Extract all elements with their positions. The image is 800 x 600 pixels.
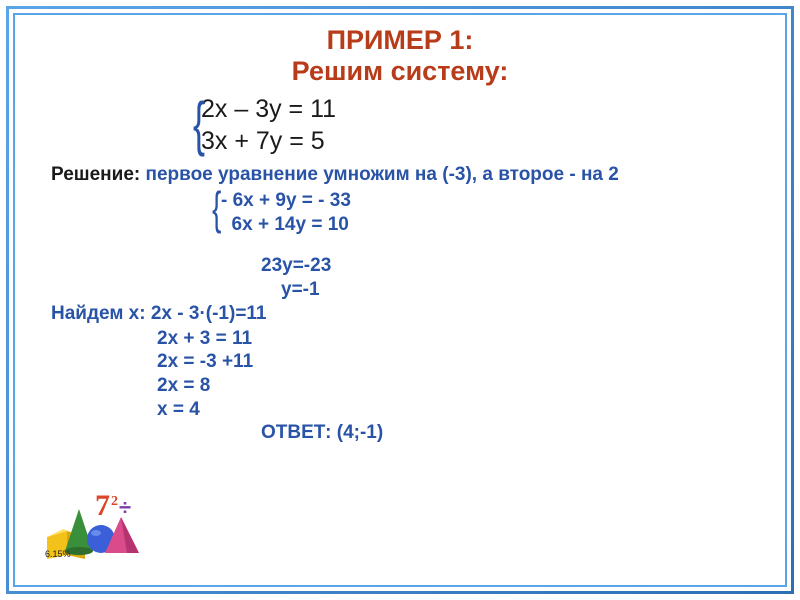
slide-inner-frame: ПРИМЕР 1: Решим систему: { 2х – 3у = 11 … bbox=[13, 13, 787, 587]
title-line-1: ПРИМЕР 1: bbox=[51, 25, 749, 56]
find-x-label: Найдем х: bbox=[51, 303, 151, 324]
answer-label: ОТВЕТ: bbox=[261, 422, 337, 443]
slide-content: ПРИМЕР 1: Решим систему: { 2х – 3у = 11 … bbox=[17, 17, 783, 583]
solution-label: Решение: bbox=[51, 164, 146, 185]
derived-eq-1: - 6х + 9у = - 33 bbox=[221, 189, 749, 213]
answer-value: (4;-1) bbox=[337, 422, 383, 443]
system-eq-1: 2х – 3у = 11 bbox=[201, 93, 749, 125]
answer-row: ОТВЕТ: (4;-1) bbox=[261, 422, 749, 444]
find-x-line-1: 2х - 3·(-1)=11 bbox=[151, 303, 267, 324]
reduce-line-1: 23у=-23 bbox=[261, 254, 749, 278]
system-brace-icon: { bbox=[193, 89, 205, 159]
find-x-line-3: 2х = -3 +11 bbox=[157, 350, 749, 374]
svg-text:7: 7 bbox=[95, 489, 110, 522]
svg-text:2: 2 bbox=[111, 494, 118, 509]
spacer bbox=[51, 240, 749, 254]
derived-brace-icon: { bbox=[212, 183, 221, 233]
solution-step-1: Решение: первое уравнение умножим на (-3… bbox=[51, 163, 749, 187]
svg-text:÷: ÷ bbox=[119, 495, 131, 520]
reduce-line-2: у=-1 bbox=[281, 278, 749, 302]
clipart-pct-text: 6.15% bbox=[45, 549, 71, 559]
title-line-2: Решим систему: bbox=[51, 56, 749, 87]
find-x-block: Найдем х: 2х - 3·(-1)=11 2х + 3 = 11 2х … bbox=[51, 302, 749, 422]
math-clipart-icon: 7 2 ÷ 6.15% bbox=[45, 481, 141, 559]
derived-eq-2: 6х + 14у = 10 bbox=[221, 213, 749, 237]
find-x-line-4: 2х = 8 bbox=[157, 374, 749, 398]
find-x-line-2: 2х + 3 = 11 bbox=[157, 327, 749, 351]
slide-outer-frame: ПРИМЕР 1: Решим систему: { 2х – 3у = 11 … bbox=[6, 6, 794, 594]
system-equations: { 2х – 3у = 11 3х + 7у = 5 bbox=[201, 93, 749, 157]
find-x-line-5: х = 4 bbox=[157, 398, 749, 422]
title-block: ПРИМЕР 1: Решим систему: bbox=[51, 25, 749, 87]
system-eq-2: 3х + 7у = 5 bbox=[201, 125, 749, 157]
derived-system: { - 6х + 9у = - 33 6х + 14у = 10 bbox=[221, 189, 749, 237]
